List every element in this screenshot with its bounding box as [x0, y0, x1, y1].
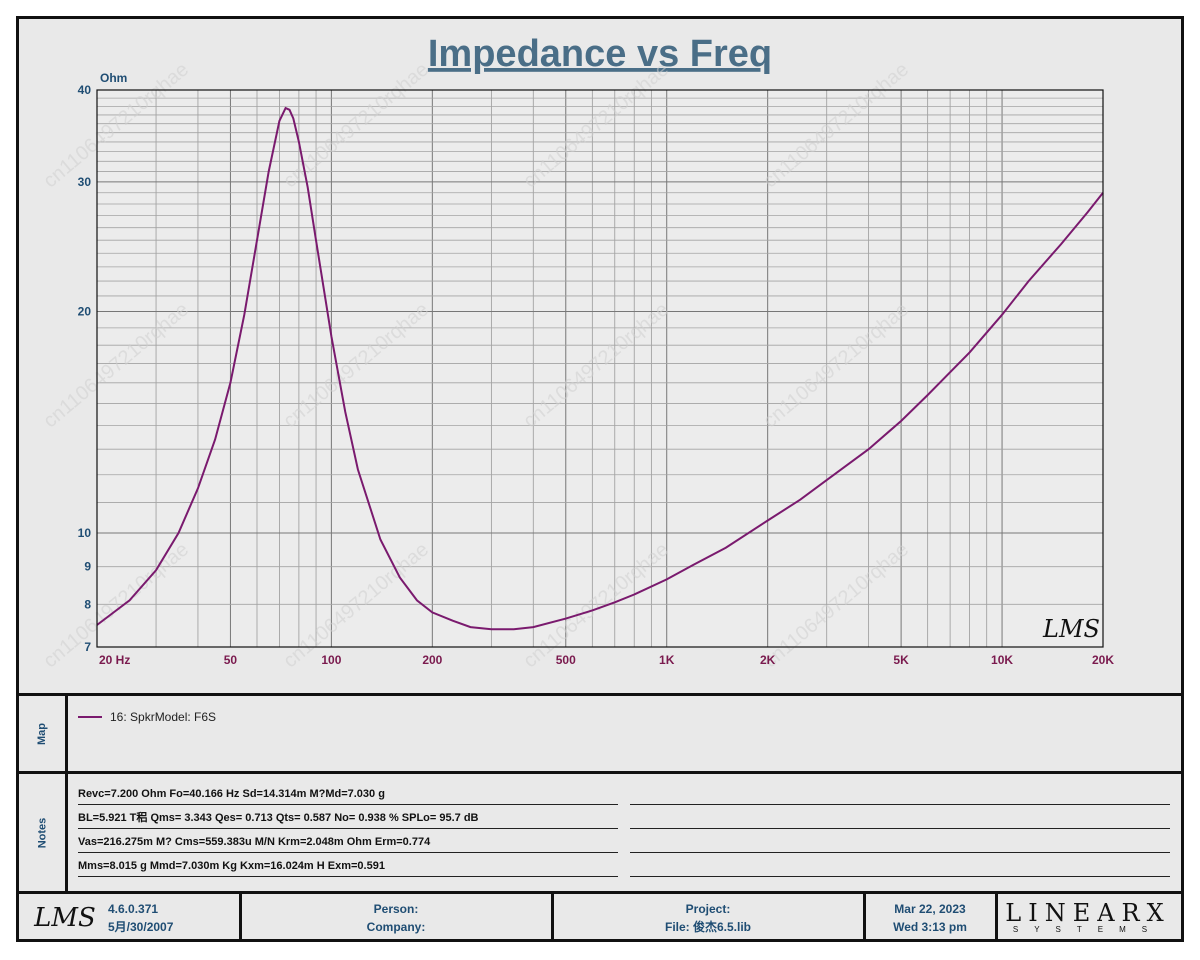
footer-logo: LMS — [30, 896, 100, 940]
person-label: Person: — [373, 902, 419, 916]
y-tick-label: 40 — [78, 83, 92, 97]
separator-map-side — [65, 695, 68, 892]
notes-label: Notes — [36, 817, 48, 849]
chart-title: Impedance vs Freq — [428, 33, 772, 75]
y-tick-label: 10 — [78, 526, 92, 540]
footer-datetime: Mar 22, 2023 Wed 3:13 pm — [866, 896, 994, 940]
x-tick-label: 5K — [893, 653, 909, 667]
x-tick-label: 20K — [1092, 653, 1114, 667]
footer-brand: LINEARX SYSTEMS — [998, 896, 1178, 940]
separator-map-notes — [19, 771, 1181, 774]
x-tick-label: 2K — [760, 653, 776, 667]
y-tick-labels: 7 8 9 10 20 30 40 — [78, 83, 92, 654]
note-line: Revc=7.200 Ohm Fo=40.166 Hz Sd=14.314m M… — [78, 782, 618, 805]
x-tick-label: 100 — [321, 653, 341, 667]
x-tick-label: 500 — [556, 653, 576, 667]
x-tick-label: 50 — [224, 653, 238, 667]
note-line-blank — [630, 854, 1170, 877]
x-tick-label: 200 — [422, 653, 442, 667]
grid-lines — [97, 90, 1103, 647]
legend-swatch — [78, 716, 102, 718]
chart-signature: LMS — [1042, 615, 1100, 643]
x-tick-label: 20 Hz — [99, 653, 130, 667]
report-daytime: Wed 3:13 pm — [893, 920, 967, 934]
separator-notes-footer — [19, 891, 1181, 894]
project-label: Project: — [685, 902, 731, 916]
note-line-blank — [630, 806, 1170, 829]
company-label: Company: — [366, 920, 426, 934]
footer-divider — [995, 893, 998, 940]
y-tick-label: 9 — [84, 560, 91, 574]
footer-project: Project: File: 俊杰6.5.lib — [554, 896, 862, 940]
note-line: Vas=216.275m M? Cms=559.383u M/N Krm=2.0… — [78, 830, 618, 853]
footer-person: Person: Company: — [242, 896, 550, 940]
version-date: 5月/30/2007 — [108, 920, 174, 934]
y-axis-label: Ohm — [100, 71, 127, 85]
y-tick-label: 20 — [78, 305, 92, 319]
y-tick-label: 8 — [84, 597, 91, 611]
version-number: 4.6.0.371 — [108, 902, 159, 916]
file-label: File: 俊杰6.5.lib — [664, 920, 752, 934]
note-line: Mms=8.015 g Mmd=7.030m Kg Kxm=16.024m H … — [78, 854, 618, 877]
footer-divider — [863, 893, 866, 940]
footer-divider — [551, 893, 554, 940]
x-tick-labels: 20 Hz 50 100 200 500 1K 2K 5K 10K 20K — [99, 653, 1114, 667]
impedance-curve — [96, 106, 1104, 631]
plot-border — [96, 89, 1104, 648]
note-line: BL=5.921 T稆 Qms= 3.343 Qes= 0.713 Qts= 0… — [78, 806, 618, 829]
brand-subtitle: SYSTEMS — [1012, 925, 1164, 934]
map-section-label: Map — [20, 697, 64, 771]
lms-logo: LMS — [34, 903, 96, 933]
note-line-blank — [630, 782, 1170, 805]
brand-name: LINEARX — [1005, 899, 1171, 927]
x-tick-label: 1K — [659, 653, 675, 667]
y-tick-label: 7 — [84, 640, 91, 654]
map-label: Map — [36, 723, 48, 745]
report-date: Mar 22, 2023 — [894, 902, 966, 916]
legend-entry: 16: SpkrModel: F6S — [110, 710, 217, 724]
impedance-chart: Impedance vs Freq cn1106497210rqhae cn110… — [39, 33, 1114, 672]
legend: 16: SpkrModel: F6S — [78, 710, 216, 724]
plot-area — [96, 89, 1104, 648]
notes-section-label: Notes — [20, 775, 64, 891]
y-tick-label: 30 — [78, 175, 92, 189]
footer-divider — [239, 893, 242, 940]
footer-version: 4.6.0.371 5月/30/2007 — [108, 896, 236, 940]
note-line-blank — [630, 830, 1170, 853]
x-tick-label: 10K — [991, 653, 1013, 667]
separator-chart-map — [19, 693, 1181, 696]
